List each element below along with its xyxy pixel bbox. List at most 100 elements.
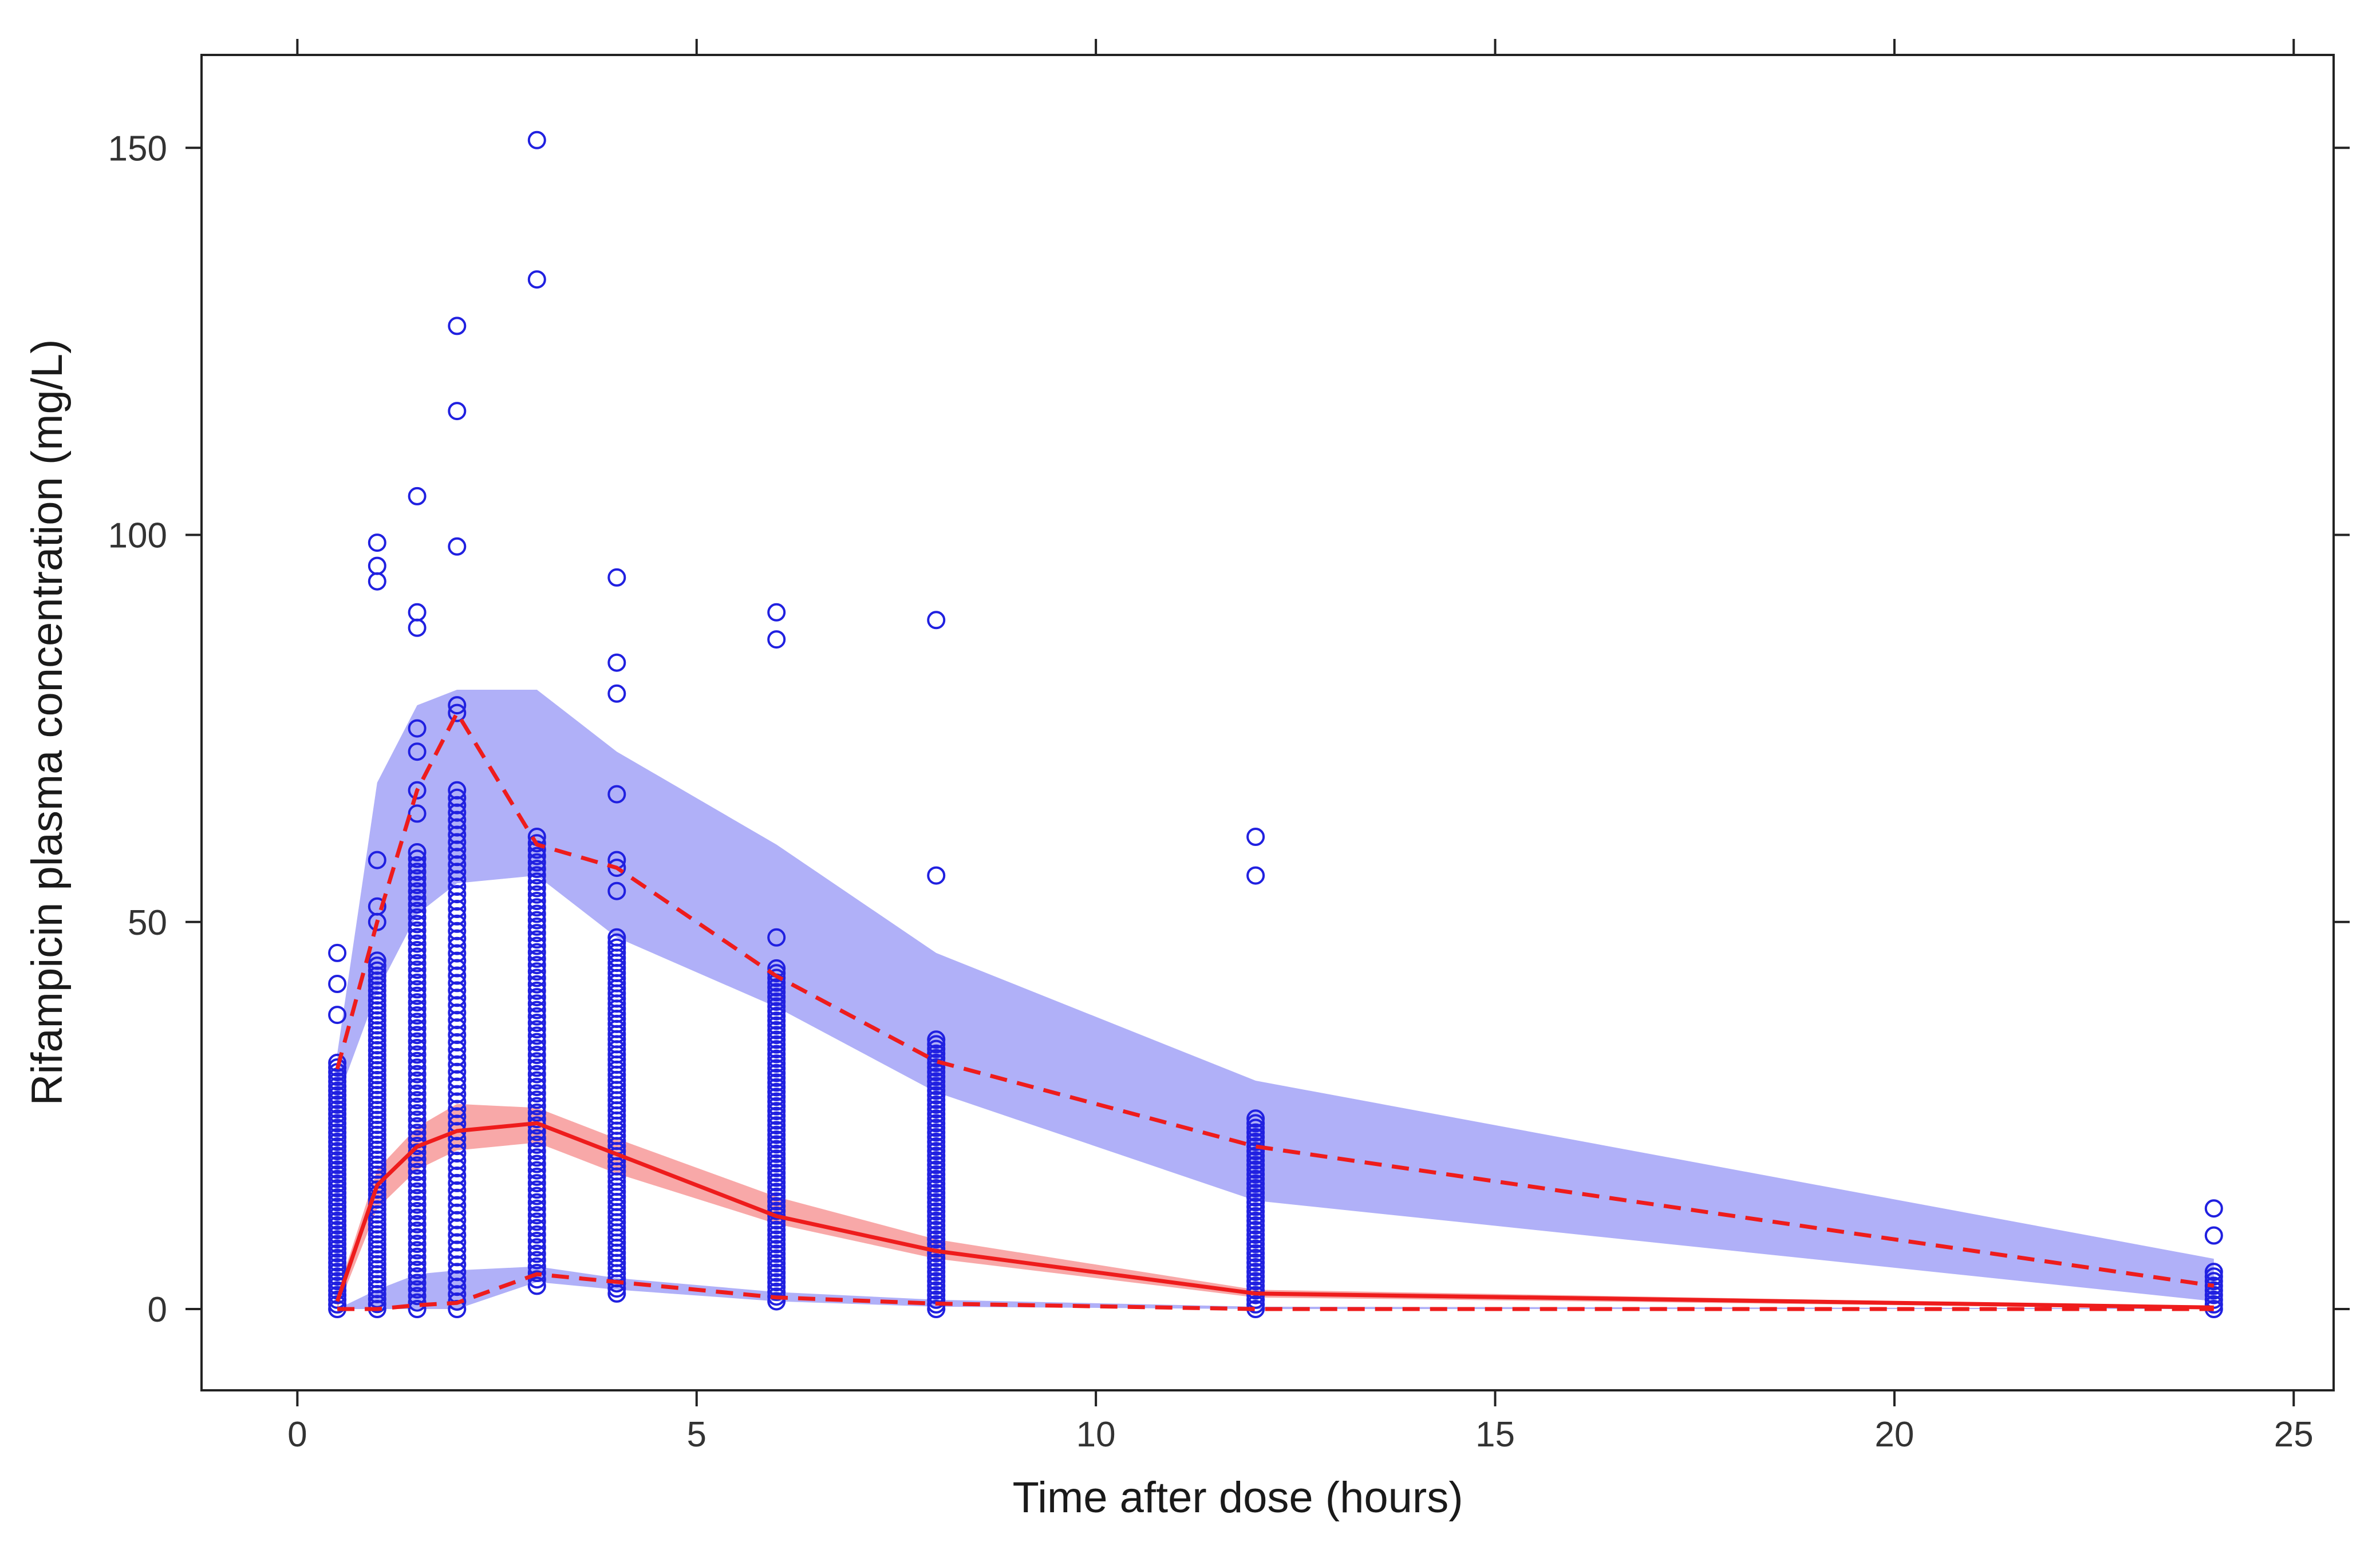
observed-point: [527, 1238, 546, 1257]
observed-point: [408, 915, 427, 934]
observed-point: [927, 1086, 946, 1105]
observed-point: [408, 487, 427, 505]
observed-point: [1246, 1248, 1265, 1267]
observed-point: [448, 537, 467, 556]
observed-point: [767, 1097, 786, 1116]
observed-point: [448, 788, 467, 807]
observed-point: [408, 1110, 427, 1129]
observed-point: [408, 849, 427, 868]
observed-point: [328, 1146, 347, 1165]
observed-point: [328, 1095, 347, 1114]
observed-point: [328, 1202, 347, 1221]
plot-frame: [200, 54, 2335, 1391]
observed-point: [448, 1100, 467, 1118]
observed-point: [368, 897, 386, 916]
observed-point: [527, 1206, 546, 1225]
observed-point: [767, 1292, 786, 1311]
observed-point: [607, 881, 626, 900]
observed-point: [448, 1196, 467, 1215]
observed-point: [927, 1258, 946, 1276]
observed-point: [408, 1293, 427, 1312]
observed-point: [448, 1270, 467, 1289]
observed-point: [767, 1268, 786, 1287]
observed-point: [927, 1090, 946, 1109]
observed-point: [1246, 1263, 1265, 1282]
observed-point: [927, 1184, 946, 1203]
observed-point: [408, 993, 427, 1012]
observed-point: [767, 1069, 786, 1087]
observed-point: [448, 1167, 467, 1185]
observed-point: [927, 1202, 946, 1221]
observed-point: [527, 898, 546, 917]
observed-point: [927, 1230, 946, 1249]
observed-point: [408, 1078, 427, 1097]
observed-point: [448, 1248, 467, 1267]
observed-point: [767, 1116, 786, 1135]
observed-point: [527, 1193, 546, 1212]
observed-point: [527, 131, 546, 149]
observed-point: [527, 981, 546, 1000]
observed-point: [408, 1124, 427, 1142]
observed-point: [448, 1173, 467, 1192]
observed-point: [328, 1165, 347, 1184]
observed-point: [328, 1151, 347, 1170]
prediction-interval-bands: [337, 690, 2214, 1309]
observed-point: [448, 1055, 467, 1074]
observed-point: [927, 1216, 946, 1235]
observed-point: [408, 1182, 427, 1201]
observed-point: [448, 1225, 467, 1244]
observed-point: [767, 1220, 786, 1239]
observed-point: [408, 863, 427, 881]
observed-point: [1246, 1272, 1265, 1291]
observed-point: [527, 1129, 546, 1148]
observed-point: [527, 962, 546, 981]
observed-point: [527, 1007, 546, 1026]
observed-point: [408, 921, 427, 940]
observed-point: [408, 1274, 427, 1292]
observed-point: [527, 1225, 546, 1244]
observed-point: [408, 980, 427, 999]
observed-point: [1246, 1179, 1265, 1197]
observed-point: [767, 1073, 786, 1092]
observed-median-line: [335, 1121, 2214, 1310]
observed-point: [527, 892, 546, 910]
observed-point: [767, 1059, 786, 1078]
observed-point: [767, 1082, 786, 1101]
observed-point: [408, 1235, 427, 1253]
observed-point: [1246, 866, 1265, 885]
observed-point: [408, 869, 427, 888]
observed-point: [408, 908, 427, 927]
observed-point: [448, 966, 467, 985]
x-tick-label: 15: [1475, 1415, 1515, 1454]
observed-point: [328, 1188, 347, 1207]
observed-point: [1246, 1160, 1265, 1179]
observed-point: [408, 1058, 427, 1077]
observed-point: [527, 860, 546, 878]
observed-point: [448, 1107, 467, 1126]
observed-point: [328, 1211, 347, 1230]
observed-point: [527, 1212, 546, 1231]
observed-point: [767, 1225, 786, 1244]
observed-point: [408, 986, 427, 1005]
observed-point: [408, 1045, 427, 1064]
observed-point: [328, 975, 347, 993]
observed-point: [448, 855, 467, 874]
observed-point: [767, 1259, 786, 1278]
observed-point: [767, 1002, 786, 1021]
observed-point: [328, 1193, 347, 1212]
observed-point: [448, 996, 467, 1015]
observed-point: [927, 1128, 946, 1146]
observed-point: [448, 402, 467, 421]
observed-point: [927, 1272, 946, 1291]
observed-point: [1246, 1118, 1265, 1137]
observed-point: [607, 928, 626, 947]
observed-point: [448, 907, 467, 926]
observed-point: [448, 1152, 467, 1171]
observed-point: [1246, 1216, 1265, 1235]
observed-point: [767, 993, 786, 1011]
observed-point: [448, 317, 467, 335]
observed-point: [448, 1233, 467, 1252]
observed-point: [767, 1140, 786, 1159]
observed-95th-line: [335, 711, 2215, 1288]
observed-point: [448, 703, 467, 722]
